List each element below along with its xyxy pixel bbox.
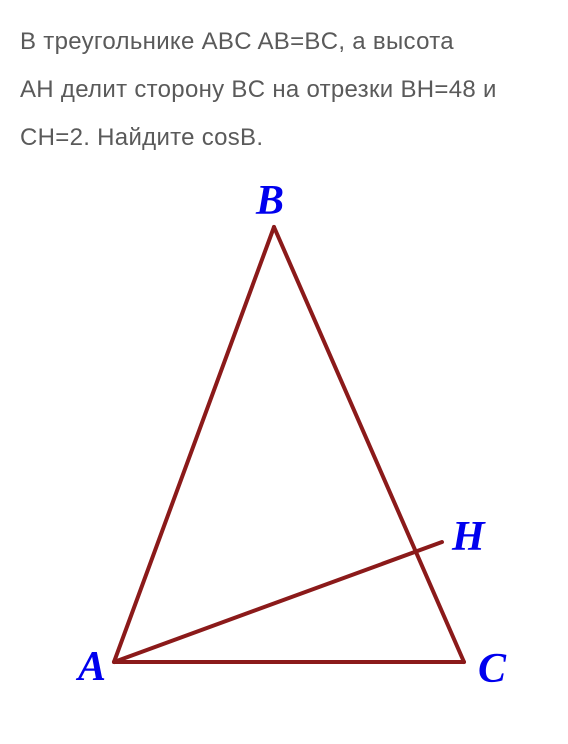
vertex-label-h: H [451,514,486,560]
problem-line-1: В треугольнике ABC AB=BC, а высота [20,28,454,55]
problem-line-2: AH делит сторону BC на отрезки BH=48 и [20,76,497,103]
problem-line-3: CH=2. Найдите cosB. [20,124,263,151]
problem-statement: В треугольнике ABC AB=BC, а высота AH де… [20,18,548,162]
vertex-label-a: A [75,644,106,690]
diagram-container: B H A C [20,172,548,712]
triangle-diagram: B H A C [44,172,524,712]
vertex-label-b: B [255,178,284,224]
side-bc [274,227,464,662]
vertex-label-c: C [478,646,507,692]
altitude-ah [114,542,442,662]
side-ab [114,227,274,662]
